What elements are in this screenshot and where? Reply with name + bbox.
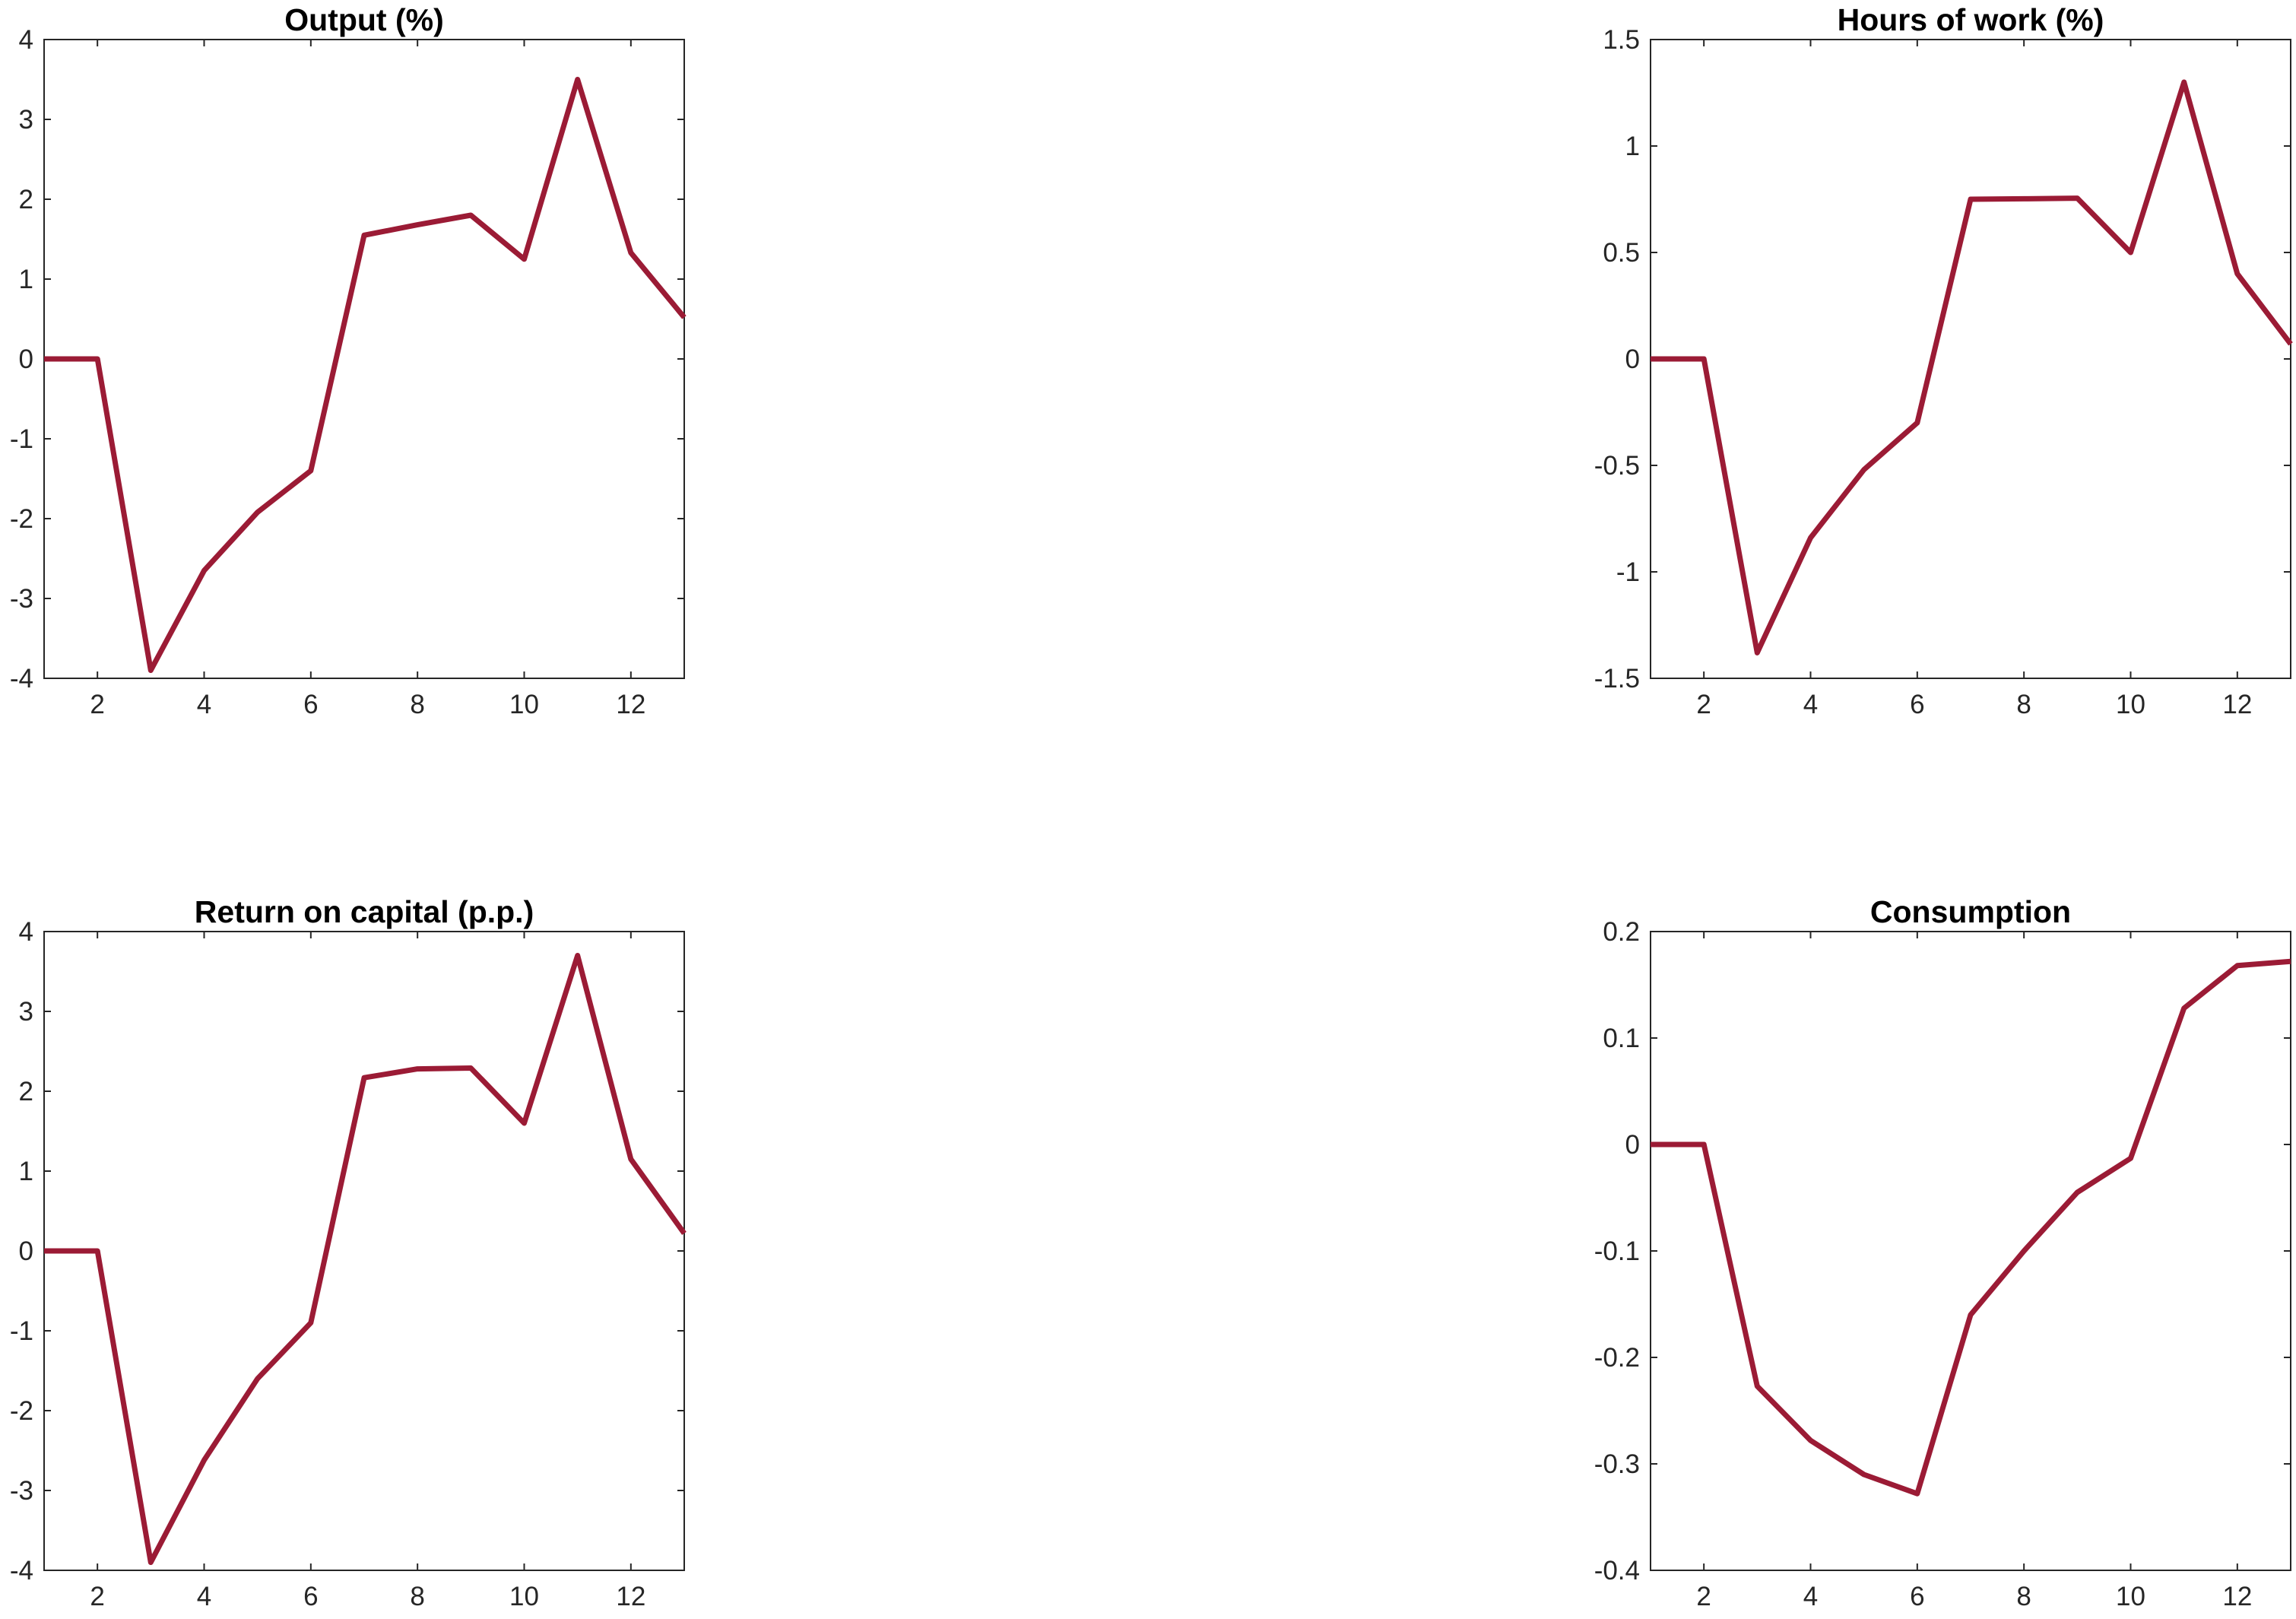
hours-of-work-x-tick-label: 8 [2016, 690, 2031, 719]
output-series-line [44, 77, 687, 673]
return-on-capital-y-tick-label: 3 [19, 997, 33, 1027]
consumption-chart-panel: Consumption -0.4 -0.3 -0.2 -0.1 0 0.1 0.2 2 4 6 8 10… [1594, 894, 2291, 1611]
return-on-capital-x-tick-label: 2 [90, 1582, 104, 1611]
output-y-tick-label: -4 [10, 664, 33, 694]
consumption-y-tick-label: -0.1 [1594, 1236, 1640, 1266]
consumption-y-tick-label: -0.4 [1594, 1556, 1640, 1586]
consumption-axes-box [1650, 931, 2291, 1571]
output-y-tick-label: 1 [19, 265, 33, 294]
return-on-capital-y-tick-label: 0 [19, 1236, 33, 1266]
hours-of-work-chart-panel: Hours of work (%) -1.5 -1 -0.5 0 0.5 1 1.5 2 4 6 8 1… [1594, 2, 2293, 719]
hours-of-work-y-tick-label: 0.5 [1603, 238, 1640, 268]
consumption-x-tick-label: 10 [2116, 1582, 2145, 1611]
return-on-capital-x-tick-label: 10 [509, 1582, 539, 1611]
hours-of-work-x-tick-label: 6 [1910, 690, 1924, 719]
return-on-capital-y-tick-label: -2 [10, 1396, 33, 1426]
consumption-y-tick-label: 0 [1625, 1130, 1640, 1160]
output-x-tick-label: 10 [509, 690, 539, 719]
consumption-x-tick-label: 12 [2222, 1582, 2252, 1611]
hours-of-work-x-tick-label: 10 [2116, 690, 2145, 719]
hours-of-work-x-tick-label: 12 [2222, 690, 2252, 719]
output-y-tick-label: -3 [10, 584, 33, 614]
consumption-y-tick-label: 0.1 [1603, 1024, 1640, 1053]
hours-of-work-y-tick-label: -1.5 [1594, 664, 1640, 694]
return-on-capital-series-line [44, 953, 687, 1565]
consumption-series-line [1651, 958, 2291, 1497]
return-on-capital-y-tick-label: -1 [10, 1316, 33, 1346]
output-chart-title: Output (%) [284, 2, 443, 37]
hours-of-work-x-tick-label: 2 [1696, 690, 1711, 719]
return-on-capital-y-tick-label: -4 [10, 1556, 33, 1586]
output-x-tick-label: 6 [303, 690, 318, 719]
output-y-tick-label: 0 [19, 344, 33, 374]
return-on-capital-x-tick-label: 4 [197, 1582, 211, 1611]
return-on-capital-x-tick-label: 6 [303, 1582, 318, 1611]
consumption-x-tick-label: 8 [2016, 1582, 2031, 1611]
return-on-capital-y-tick-label: 1 [19, 1157, 33, 1186]
output-x-tick-label: 8 [410, 690, 424, 719]
return-on-capital-y-tick-label: 2 [19, 1077, 33, 1106]
hours-of-work-chart-title: Hours of work (%) [1838, 2, 2104, 37]
output-y-tick-label: 4 [19, 25, 33, 55]
output-x-tick-label: 2 [90, 690, 104, 719]
return-on-capital-x-tick-label: 8 [410, 1582, 424, 1611]
hours-of-work-y-tick-label: -1 [1616, 557, 1640, 587]
return-on-capital-y-tick-label: -3 [10, 1476, 33, 1506]
return-on-capital-y-tick-label: 4 [19, 917, 33, 947]
consumption-y-tick-label: -0.3 [1594, 1449, 1640, 1479]
hours-of-work-x-tick-label: 4 [1803, 690, 1818, 719]
output-y-tick-label: -1 [10, 424, 33, 454]
consumption-chart-title: Consumption [1870, 894, 2071, 929]
hours-of-work-y-tick-label: 0 [1625, 344, 1640, 374]
return-on-capital-chart-title: Return on capital (p.p.) [195, 894, 534, 929]
hours-of-work-y-tick-label: 1 [1625, 132, 1640, 161]
output-y-tick-label: -2 [10, 504, 33, 534]
consumption-y-tick-label: 0.2 [1603, 917, 1640, 947]
hours-of-work-series-line [1651, 79, 2293, 656]
return-on-capital-axes-box [43, 931, 685, 1571]
consumption-x-tick-label: 2 [1696, 1582, 1711, 1611]
output-x-tick-label: 12 [616, 690, 645, 719]
output-y-tick-label: 3 [19, 105, 33, 135]
output-y-tick-label: 2 [19, 185, 33, 214]
consumption-y-tick-label: -0.2 [1594, 1343, 1640, 1373]
return-on-capital-x-tick-label: 12 [616, 1582, 645, 1611]
consumption-x-tick-label: 4 [1803, 1582, 1818, 1611]
output-axes-box [43, 39, 685, 679]
hours-of-work-y-tick-label: 1.5 [1603, 25, 1640, 55]
consumption-x-tick-label: 6 [1910, 1582, 1924, 1611]
output-x-tick-label: 4 [197, 690, 211, 719]
hours-of-work-y-tick-label: -0.5 [1594, 451, 1640, 481]
